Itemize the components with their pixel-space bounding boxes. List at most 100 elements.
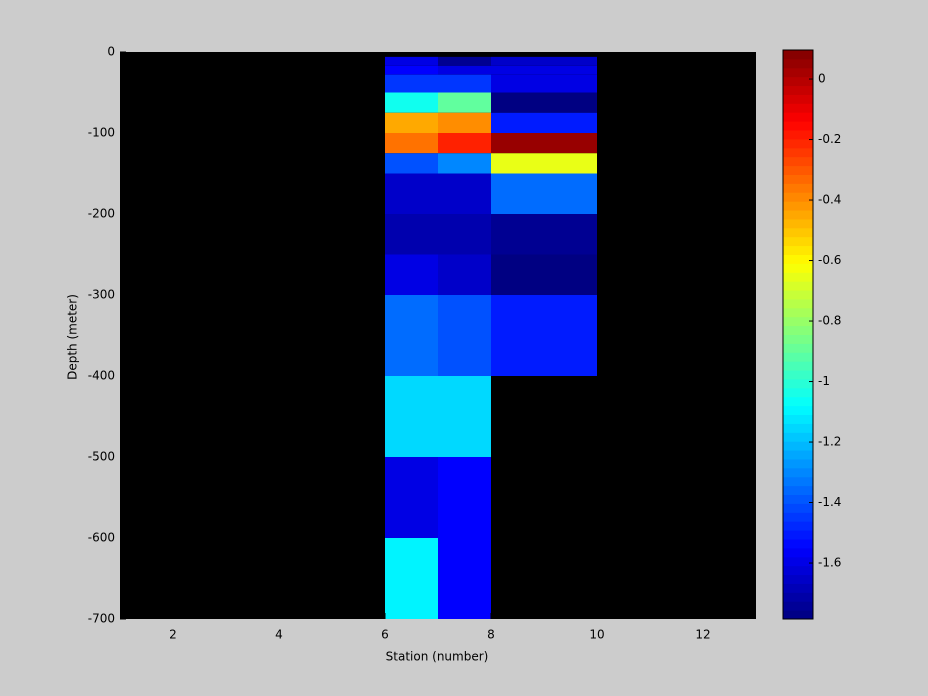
colorbar-swatch: [783, 236, 813, 247]
heatmap-cell: [491, 74, 597, 93]
colorbar-swatch: [783, 610, 813, 620]
colorbar-swatch: [783, 254, 813, 264]
colorbar-swatch: [783, 396, 813, 407]
y-tick-label: -200: [88, 207, 115, 221]
y-tick-label: -700: [88, 612, 115, 626]
heatmap-cell: [491, 92, 597, 113]
x-tick-label: 8: [487, 628, 495, 642]
colorbar-swatch: [783, 450, 813, 460]
colorbar-swatch: [783, 50, 813, 60]
heatmap-cell: [491, 65, 597, 75]
colorbar-swatch: [783, 521, 813, 531]
colorbar-swatch: [783, 76, 813, 87]
colorbar-swatch: [783, 227, 813, 238]
colorbar-tick-label: -1: [818, 374, 830, 388]
colorbar-swatch: [783, 485, 813, 496]
colorbar-swatch: [783, 298, 813, 309]
colorbar-swatch: [783, 334, 813, 344]
heatmap-cell: [438, 457, 491, 538]
colorbar-swatch: [783, 174, 813, 184]
heatmap-cell: [438, 65, 491, 75]
heatmap-cell: [438, 133, 491, 154]
colorbar-swatch: [783, 494, 813, 504]
heatmap-cell: [385, 457, 438, 538]
heatmap-cell: [438, 56, 491, 66]
colorbar-swatch: [783, 414, 813, 424]
colorbar-swatch: [783, 601, 813, 611]
colorbar-swatch: [783, 387, 813, 398]
colorbar-swatch: [783, 370, 813, 380]
y-tick-label: -100: [88, 126, 115, 140]
heatmap-cell: [438, 254, 491, 295]
heatmap-cell: [491, 133, 597, 154]
colorbar-frame: [782, 49, 814, 620]
heatmap-cell: [491, 153, 597, 174]
colorbar-swatch: [783, 263, 813, 273]
colorbar-tick-label: -0.6: [818, 253, 841, 267]
heatmap-cell: [385, 65, 438, 75]
colorbar-tick-label: -1.2: [818, 435, 841, 449]
colorbar-swatch: [783, 67, 813, 78]
heatmap-cell: [438, 74, 491, 93]
colorbar-swatch: [783, 503, 813, 513]
colorbar-swatch: [783, 201, 813, 211]
colorbar-swatch: [783, 103, 813, 113]
x-tick-label: 6: [381, 628, 389, 642]
colorbar-swatch: [783, 343, 813, 353]
y-tick-label: -400: [88, 369, 115, 383]
colorbar-swatch: [783, 192, 813, 202]
colorbar-swatch: [783, 458, 813, 469]
x-tick-label: 10: [589, 628, 604, 642]
colorbar-swatch: [783, 378, 813, 389]
heatmap-cell: [438, 112, 491, 133]
heatmap-cell: [385, 92, 438, 113]
colorbar-swatch: [783, 441, 813, 451]
colorbar-swatch: [783, 556, 813, 567]
y-tick-label: -600: [88, 531, 115, 545]
colorbar-swatch: [783, 85, 813, 95]
x-tick-label: 2: [169, 628, 177, 642]
colorbar-swatch: [783, 130, 813, 140]
colorbar-swatch: [783, 432, 813, 442]
colorbar-swatch: [783, 530, 813, 540]
colorbar-swatch: [783, 592, 813, 602]
heatmap-cell: [385, 133, 438, 154]
y-tick-label: -300: [88, 288, 115, 302]
colorbar-swatch: [783, 156, 813, 167]
heatmap-cell: [438, 153, 491, 174]
colorbar-swatch: [783, 58, 813, 69]
heatmap-cell: [491, 295, 597, 376]
heatmap-cell: [385, 376, 438, 457]
colorbar-swatch: [783, 538, 813, 549]
colorbar-swatch: [783, 316, 813, 327]
x-tick-label: 4: [275, 628, 283, 642]
heatmap-cell: [438, 295, 491, 376]
colorbar-swatch: [783, 165, 813, 175]
colorbar-swatch: [783, 121, 813, 131]
heatmap-cell: [438, 376, 491, 457]
colorbar-swatch: [783, 138, 813, 149]
heatmap-cell: [385, 214, 438, 255]
colorbar-swatch: [783, 361, 813, 371]
colorbar-swatch: [783, 245, 813, 255]
colorbar-swatch: [783, 476, 813, 487]
heatmap-cell: [438, 173, 491, 214]
heatmap-cell: [385, 295, 438, 376]
colorbar-swatch: [783, 423, 813, 433]
colorbar-swatch: [783, 467, 813, 478]
colorbar-swatch: [783, 272, 813, 282]
heatmap-cell: [385, 56, 438, 66]
colorbar-swatch: [783, 325, 813, 335]
heatmap-cell: [491, 214, 597, 255]
colorbar-tick-label: -0.2: [818, 132, 841, 146]
colorbar-swatch: [783, 147, 813, 158]
colorbar-swatch: [783, 281, 813, 291]
colorbar-tick-label: -0.4: [818, 193, 841, 207]
colorbar-tick-label: 0: [818, 72, 826, 86]
colorbar-swatch: [783, 307, 813, 318]
heatmap-cell: [385, 173, 438, 214]
colorbar-swatch: [783, 218, 813, 229]
heatmap-cell: [385, 112, 438, 133]
colorbar-swatch: [783, 547, 813, 558]
